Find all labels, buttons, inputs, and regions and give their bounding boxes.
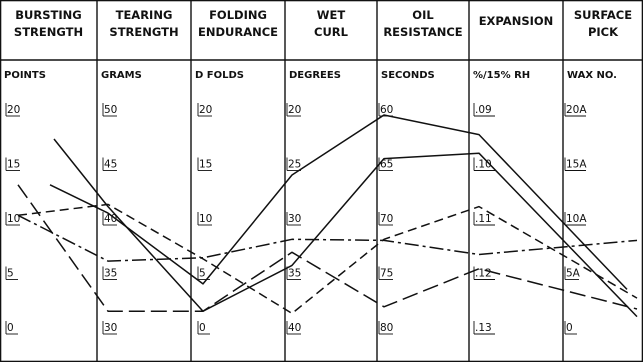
series-line-solid — [53, 138, 638, 318]
tick-label: 25 — [288, 159, 301, 171]
tick-label: 10A — [566, 213, 587, 225]
column-header: TEARING — [116, 8, 173, 22]
tick-label: .13 — [475, 322, 492, 334]
column-header: ENDURANCE — [198, 25, 278, 39]
tick-label: 35 — [104, 268, 117, 280]
tick-label: 5 — [7, 268, 14, 280]
tick-label: 20 — [288, 104, 301, 116]
tick-label: 65 — [380, 159, 393, 171]
column-header: RESISTANCE — [383, 25, 462, 39]
axis-unit-label: %/15% RH — [473, 70, 530, 81]
column-header: SURFACE — [574, 8, 632, 22]
tick-label: 75 — [380, 268, 393, 280]
tick-label: 30 — [288, 213, 301, 225]
tick-label: 15A — [566, 159, 587, 171]
tick-label: .09 — [475, 104, 492, 116]
tick-label: .11 — [475, 213, 492, 225]
tick-label: 70 — [380, 213, 393, 225]
tick-label: 20A — [566, 104, 587, 116]
axis-unit-label: SECONDS — [381, 70, 435, 81]
tick-label: 80 — [380, 322, 393, 334]
tick-label: 0 — [7, 322, 14, 334]
axis-unit-label: POINTS — [4, 70, 46, 81]
column-header: WET — [317, 8, 346, 22]
tick-label: 15 — [7, 159, 20, 171]
column-header: BURSTING — [15, 8, 81, 22]
tick-label: 45 — [104, 159, 117, 171]
tick-label: 30 — [104, 322, 117, 334]
tick-label: 35 — [288, 268, 301, 280]
column-header: STRENGTH — [14, 25, 83, 39]
tick-label: 40 — [288, 322, 301, 334]
column-header: FOLDING — [209, 8, 267, 22]
series-line-dashdot — [17, 214, 638, 262]
column-header: STRENGTH — [109, 25, 178, 39]
tick-label: 0 — [566, 322, 573, 334]
axis-unit-label: DEGREES — [289, 70, 341, 81]
tick-label: 0 — [199, 322, 206, 334]
tick-label: 5A — [566, 268, 581, 280]
column-header: OIL — [412, 8, 434, 22]
tick-label: 50 — [104, 104, 117, 116]
tick-label: 40 — [104, 213, 117, 225]
column-header: PICK — [588, 25, 619, 39]
axis-unit-label: WAX NO. — [567, 70, 617, 81]
tick-label: 15 — [199, 159, 212, 171]
tick-label: 20 — [7, 104, 20, 116]
tick-label: 10 — [199, 213, 212, 225]
series-line-longdash — [17, 184, 638, 312]
tick-label: 20 — [199, 104, 212, 116]
column-header: EXPANSION — [479, 14, 554, 28]
axis-unit-label: GRAMS — [101, 70, 142, 81]
tick-label: 5 — [199, 268, 206, 280]
axis-unit-label: D FOLDS — [195, 70, 244, 81]
tick-label: 60 — [380, 104, 393, 116]
series-line-solid — [49, 114, 628, 290]
tick-label: 10 — [7, 213, 20, 225]
series-line-dashed — [17, 203, 638, 315]
column-header: CURL — [314, 25, 349, 39]
